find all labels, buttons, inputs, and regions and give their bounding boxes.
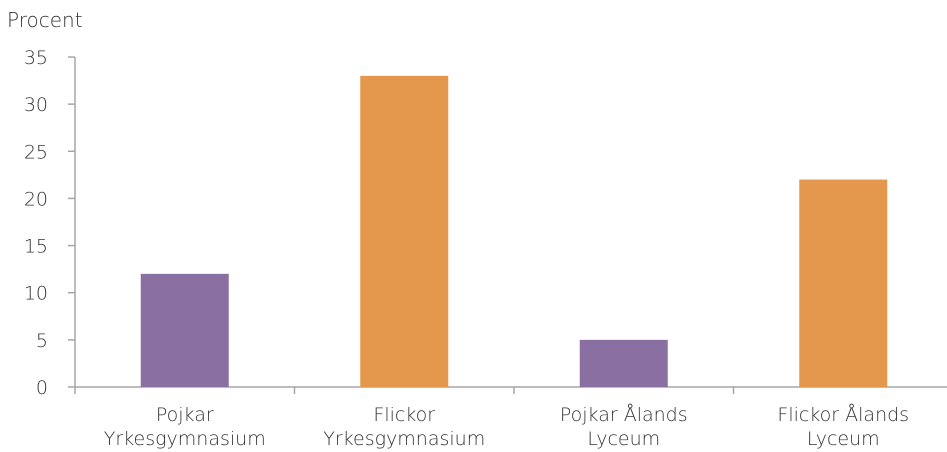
x-tick-label: Pojkar Ålands Lyceum (560, 403, 688, 450)
y-tick-label: 20 (24, 188, 48, 210)
x-tick-label: Flickor Yrkesgymnasium (323, 404, 485, 450)
y-tick-label: 35 (24, 47, 48, 69)
x-tick-label-line: Pojkar (156, 404, 214, 426)
x-tick-label-line: Flickor (373, 404, 435, 426)
y-axis-title: Procent (7, 8, 83, 32)
x-tick-label-line: Yrkesgymnasium (104, 428, 266, 450)
x-tick-label-line: Pojkar Ålands (560, 403, 688, 426)
bar-4 (799, 179, 888, 387)
y-tick-label: 15 (24, 236, 48, 258)
x-tick-label: Flickor Ålands Lyceum (777, 403, 909, 450)
x-tick-label-line: Flickor Ålands (777, 403, 909, 426)
bar-2 (360, 75, 449, 387)
x-tick-label-line: Lyceum (807, 428, 880, 450)
y-axis: 0 5 10 15 20 25 30 35 (24, 47, 76, 399)
y-tick-label: 25 (24, 141, 48, 163)
x-tick-label: Pojkar Yrkesgymnasium (104, 404, 266, 450)
y-tick-label: 10 (24, 283, 48, 305)
x-tick-label-line: Lyceum (587, 428, 660, 450)
bars (140, 75, 888, 387)
bar-1 (140, 273, 229, 387)
bar-3 (579, 339, 668, 387)
x-tick-label-line: Yrkesgymnasium (323, 428, 485, 450)
y-tick-label: 30 (24, 94, 48, 116)
y-tick-label: 0 (36, 377, 48, 399)
y-tick-label: 5 (36, 330, 48, 352)
